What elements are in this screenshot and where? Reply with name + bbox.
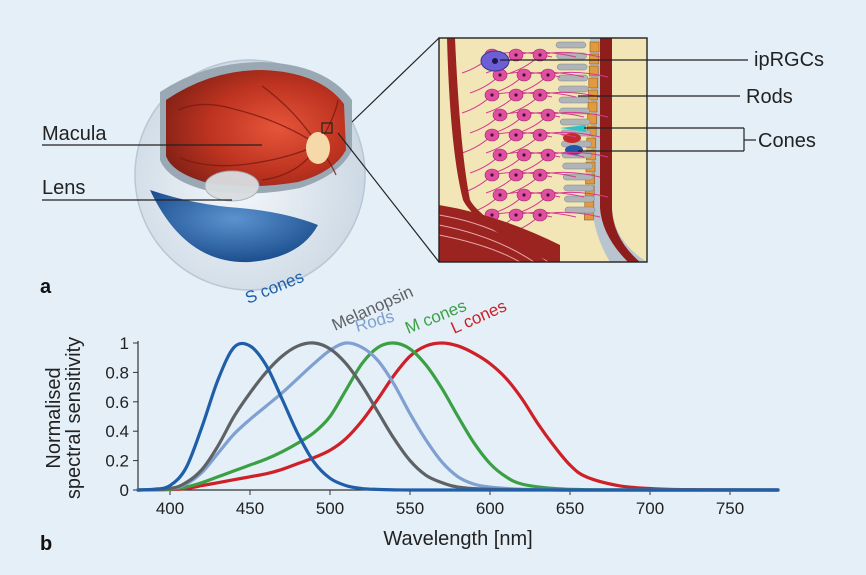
rod-cell (564, 195, 595, 203)
iprgc-nucleus (492, 58, 498, 64)
zoom-lines (337, 37, 440, 263)
rod-cell (558, 85, 589, 93)
callout-lines (42, 59, 756, 201)
label-cones: Cones (758, 130, 816, 152)
iris (150, 190, 318, 263)
y-tick-label: 1 (120, 334, 129, 353)
series-line-m-cones (136, 341, 780, 492)
zoom-box (321, 122, 333, 134)
cell-nucleus (546, 113, 550, 117)
s-cone-cell (560, 125, 586, 132)
panel-a-label: a (40, 276, 52, 298)
rpe-cell (588, 65, 599, 77)
panel-b-label: b (40, 533, 52, 555)
cell-nucleus (546, 193, 550, 197)
x-axis-label: Wavelength [nm] (383, 528, 532, 550)
x-tick-label: 700 (636, 499, 664, 518)
cell-nucleus (522, 193, 526, 197)
cell-nucleus (522, 73, 526, 77)
rpe-cell (588, 77, 599, 89)
x-tick-label: 550 (396, 499, 424, 518)
cell-nucleus (490, 133, 494, 137)
rod-cell (562, 162, 593, 170)
y-axis-label: Normalisedspectral sensitivity (43, 337, 85, 499)
rod-cell (557, 74, 589, 82)
ganglion-layer (461, 48, 609, 234)
choroid-layer (600, 38, 640, 262)
eye-illustration (134, 59, 366, 291)
y-tick-label: 0.2 (105, 452, 129, 471)
y-tick-label: 0.8 (105, 363, 129, 382)
x-tick-label: 600 (476, 499, 504, 518)
rod-cell (555, 41, 587, 49)
inset-frame (438, 37, 648, 263)
x-tick-label: 450 (236, 499, 264, 518)
cell-nucleus (522, 153, 526, 157)
cell-nucleus (490, 93, 494, 97)
chart-axes: 400 450 500 550 600 650 700 750 0 0.2 0.4 0.6 0.8 1 (105, 334, 778, 518)
cell-nucleus (538, 93, 542, 97)
label-macula: Macula (42, 123, 107, 145)
cell-nucleus (498, 73, 502, 77)
cell-nucleus (490, 173, 494, 177)
cell-nucleus (546, 153, 550, 157)
y-axis-label-line: Normalised (43, 367, 65, 468)
cell-nucleus (546, 73, 550, 77)
cell-nucleus (538, 133, 542, 137)
x-tick-label: 400 (156, 499, 184, 518)
cell-nucleus (498, 193, 502, 197)
y-tick-label: 0.4 (105, 422, 129, 441)
series-line-s-cones (136, 341, 780, 492)
rpe-cell (589, 53, 599, 65)
cell-nucleus (498, 113, 502, 117)
label-lens: Lens (42, 177, 85, 199)
cell-nucleus (490, 213, 494, 217)
cell-nucleus (538, 173, 542, 177)
cell-nucleus (498, 153, 502, 157)
y-axis-label-line: spectral sensitivity (63, 337, 85, 499)
series-line-rods (136, 341, 780, 492)
rpe-cell (587, 101, 598, 113)
retina-inset (438, 37, 648, 263)
cell-nucleus (514, 173, 518, 177)
rod-cell (558, 96, 590, 104)
cell-nucleus (514, 133, 518, 137)
cell-nucleus (538, 53, 542, 57)
optic-disc (306, 132, 330, 164)
cell-nucleus (514, 93, 518, 97)
rod-cell (563, 184, 595, 192)
cell-nucleus (538, 213, 542, 217)
series-line-l-cones (136, 341, 780, 492)
x-tick-label: 750 (716, 499, 744, 518)
rod-cell (559, 118, 591, 126)
chart-series (136, 341, 780, 492)
label-iprgcs: ipRGCs (754, 49, 824, 71)
cell-nucleus (514, 213, 518, 217)
cell-nucleus (522, 113, 526, 117)
lens-shape (204, 170, 260, 202)
retina (166, 70, 346, 187)
label-rods: Rods (746, 86, 793, 108)
y-tick-label: 0 (120, 481, 129, 500)
x-tick-label: 500 (316, 499, 344, 518)
y-tick-label: 0.6 (105, 393, 129, 412)
cell-nucleus (514, 53, 518, 57)
x-tick-label: 650 (556, 499, 584, 518)
rpe-cell (589, 41, 600, 53)
rod-cell (556, 63, 588, 71)
